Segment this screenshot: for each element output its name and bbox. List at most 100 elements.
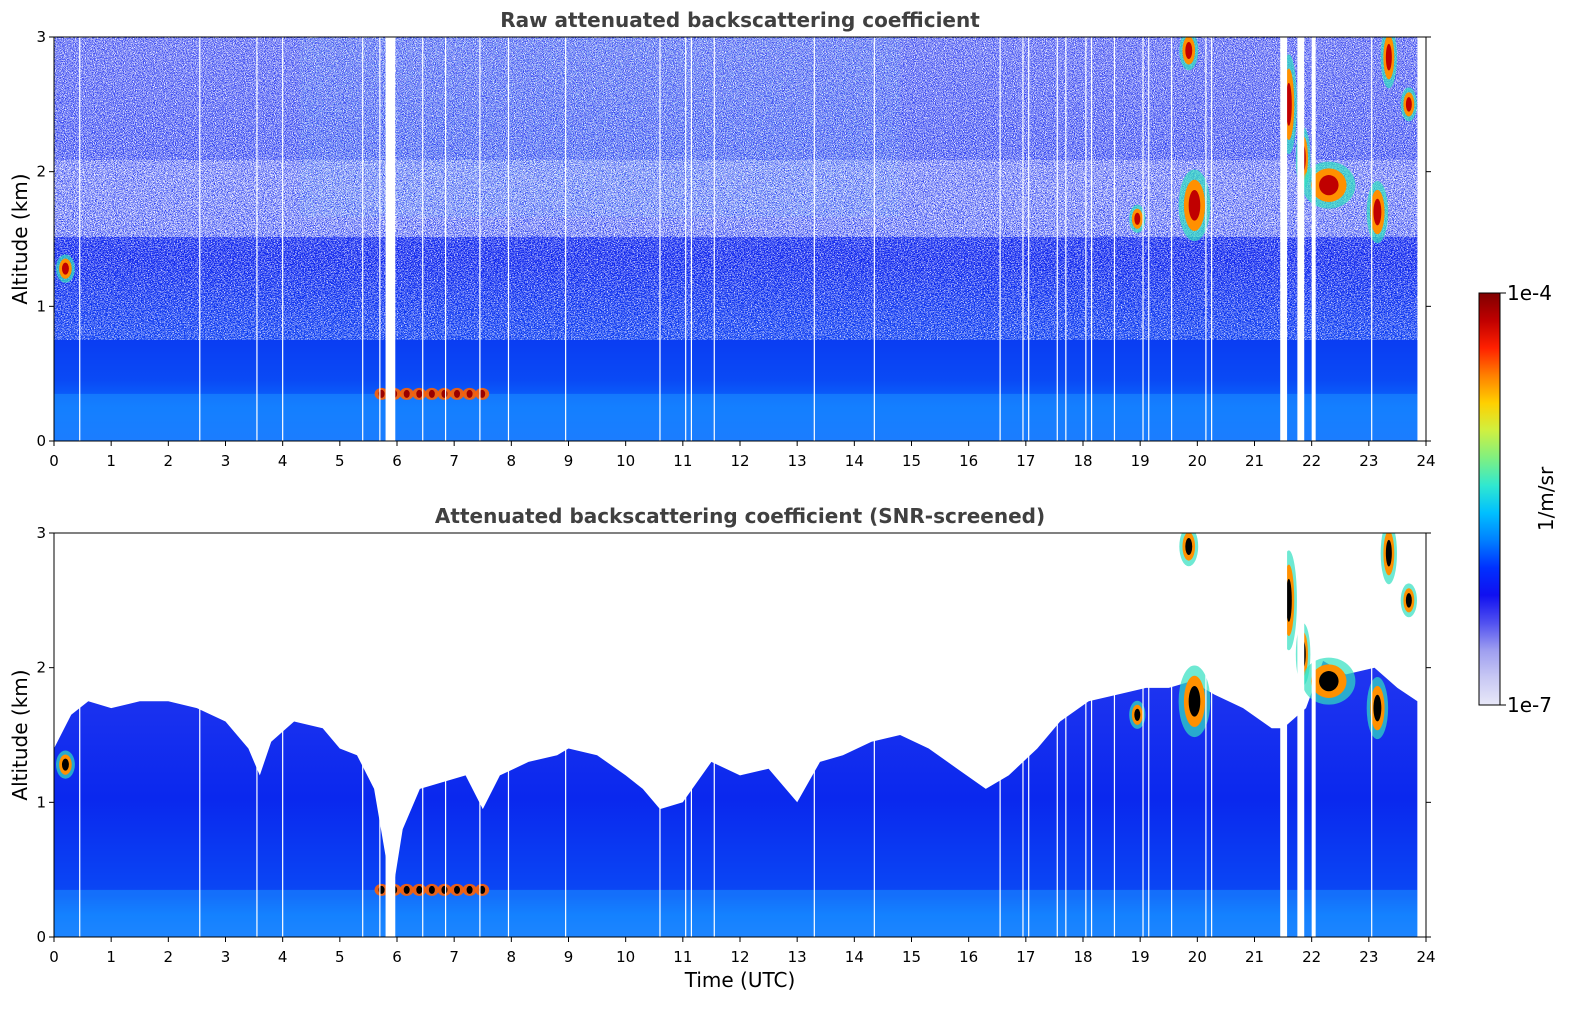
x-tick-label: 20 <box>1188 452 1207 470</box>
data-gap-band <box>391 37 396 441</box>
aerosol-layer-core <box>403 389 410 398</box>
y-tick-label: 2 <box>36 163 46 181</box>
x-tick-label: 12 <box>730 948 749 966</box>
x-tick-label: 1 <box>106 948 116 966</box>
x-tick-label: 16 <box>959 948 978 966</box>
x-tick-label: 4 <box>278 948 288 966</box>
cloud-core <box>1385 43 1392 71</box>
data-gap-band <box>388 533 393 937</box>
x-tick-label: 2 <box>164 948 174 966</box>
cloud-core <box>1285 578 1292 622</box>
aerosol-layer-core <box>441 389 448 398</box>
x-tick-label: 21 <box>1245 948 1264 966</box>
x-tick-label: 3 <box>221 948 231 966</box>
cloud-core <box>1185 41 1193 59</box>
y-tick-label: 1 <box>36 297 46 315</box>
x-tick-label: 6 <box>392 452 402 470</box>
snr-screened-panel: Attenuated backscattering coefficient (S… <box>8 504 1436 992</box>
x-tick-label: 13 <box>788 452 807 470</box>
x-tick-label: 15 <box>902 948 921 966</box>
x-tick-label: 23 <box>1359 452 1378 470</box>
cloud-core <box>1405 97 1412 112</box>
aerosol-layer-core <box>416 885 423 894</box>
data-gap-band <box>1300 37 1305 441</box>
cloud-core <box>61 758 69 771</box>
heatmap-features <box>54 533 1426 937</box>
data-gap-band <box>1280 533 1285 937</box>
x-tick-label: 9 <box>564 948 574 966</box>
x-tick-label: 7 <box>449 948 459 966</box>
x-tick-label: 11 <box>673 452 692 470</box>
data-gap-band <box>391 533 396 937</box>
cloud-core <box>1373 694 1382 722</box>
data-gap-band <box>385 533 390 937</box>
x-axis: 0 1 2 3 4 5 6 7 8 9 10 11 12 13 14 15 16 17 18 19 20 21 22 23 24 <box>49 937 1436 966</box>
data-gap-band <box>1280 37 1285 441</box>
raw-backscatter-panel: Raw attenuated backscattering coefficien… <box>8 8 1436 470</box>
cloud-core <box>1134 708 1141 721</box>
cloud-core <box>61 262 69 275</box>
x-tick-label: 18 <box>1073 452 1092 470</box>
heatmap-area <box>54 533 1426 937</box>
aerosol-layer-core <box>454 885 461 894</box>
cloud-core <box>1188 685 1201 717</box>
x-tick-label: 18 <box>1073 948 1092 966</box>
x-tick-label: 10 <box>616 948 635 966</box>
noise-speckle-cyan <box>300 37 900 217</box>
x-tick-label: 24 <box>1416 948 1435 966</box>
x-tick-label: 13 <box>788 948 807 966</box>
x-tick-label: 0 <box>49 948 59 966</box>
cloud-core <box>1185 537 1193 555</box>
data-gap-band <box>1297 37 1302 441</box>
y-tick-label: 3 <box>36 28 46 46</box>
data-gap-band <box>1283 533 1288 937</box>
y-tick-label: 0 <box>36 432 46 450</box>
x-tick-label: 7 <box>449 452 459 470</box>
cloud-core <box>1188 189 1201 221</box>
aerosol-layer-core <box>479 885 486 894</box>
aerosol-layer-core <box>428 885 435 894</box>
x-tick-label: 24 <box>1416 452 1435 470</box>
data-gap-band <box>1283 37 1288 441</box>
x-tick-label: 10 <box>616 452 635 470</box>
y-tick-label: 2 <box>36 659 46 677</box>
y-axis-label: Altitude (km) <box>8 173 32 304</box>
heatmap-area <box>54 37 1426 441</box>
y-axis: 0 1 2 3 <box>36 524 1431 946</box>
aerosol-layer-core <box>479 389 486 398</box>
aerosol-layer-core <box>454 389 461 398</box>
x-tick-label: 23 <box>1359 948 1378 966</box>
x-tick-label: 22 <box>1302 948 1321 966</box>
x-tick-label: 1 <box>106 452 116 470</box>
cloud-core <box>1319 671 1339 692</box>
x-tick-label: 5 <box>335 452 345 470</box>
x-axis-label: Time (UTC) <box>684 968 796 992</box>
cloud-core <box>1285 82 1292 126</box>
boundary-layer-band <box>54 889 1418 937</box>
x-tick-label: 14 <box>845 948 864 966</box>
chart-title: Raw attenuated backscattering coefficien… <box>500 8 980 32</box>
cloud-core <box>1134 212 1141 225</box>
x-tick-label: 19 <box>1131 452 1150 470</box>
colorbar: 1e-4 1e-7 1/m/sr <box>1478 281 1558 717</box>
x-tick-label: 21 <box>1245 452 1264 470</box>
x-tick-label: 9 <box>564 452 574 470</box>
no-data-tail <box>1417 37 1426 441</box>
y-tick-label: 1 <box>36 793 46 811</box>
colorbar-label: 1/m/sr <box>1534 466 1558 531</box>
x-tick-label: 6 <box>392 948 402 966</box>
boundary-layer-band <box>54 393 1418 441</box>
data-gap-band <box>1311 533 1316 937</box>
aerosol-layer-core <box>466 885 473 894</box>
x-tick-label: 2 <box>164 452 174 470</box>
x-tick-label: 5 <box>335 948 345 966</box>
cloud-core <box>1373 198 1382 226</box>
x-tick-label: 12 <box>730 452 749 470</box>
cloud-core <box>1385 539 1392 567</box>
aerosol-layer-core <box>428 389 435 398</box>
chart-title: Attenuated backscattering coefficient (S… <box>435 504 1045 528</box>
x-tick-label: 0 <box>49 452 59 470</box>
x-tick-label: 3 <box>221 452 231 470</box>
colorbar-min-label: 1e-7 <box>1507 693 1552 717</box>
data-gap-band <box>388 37 393 441</box>
